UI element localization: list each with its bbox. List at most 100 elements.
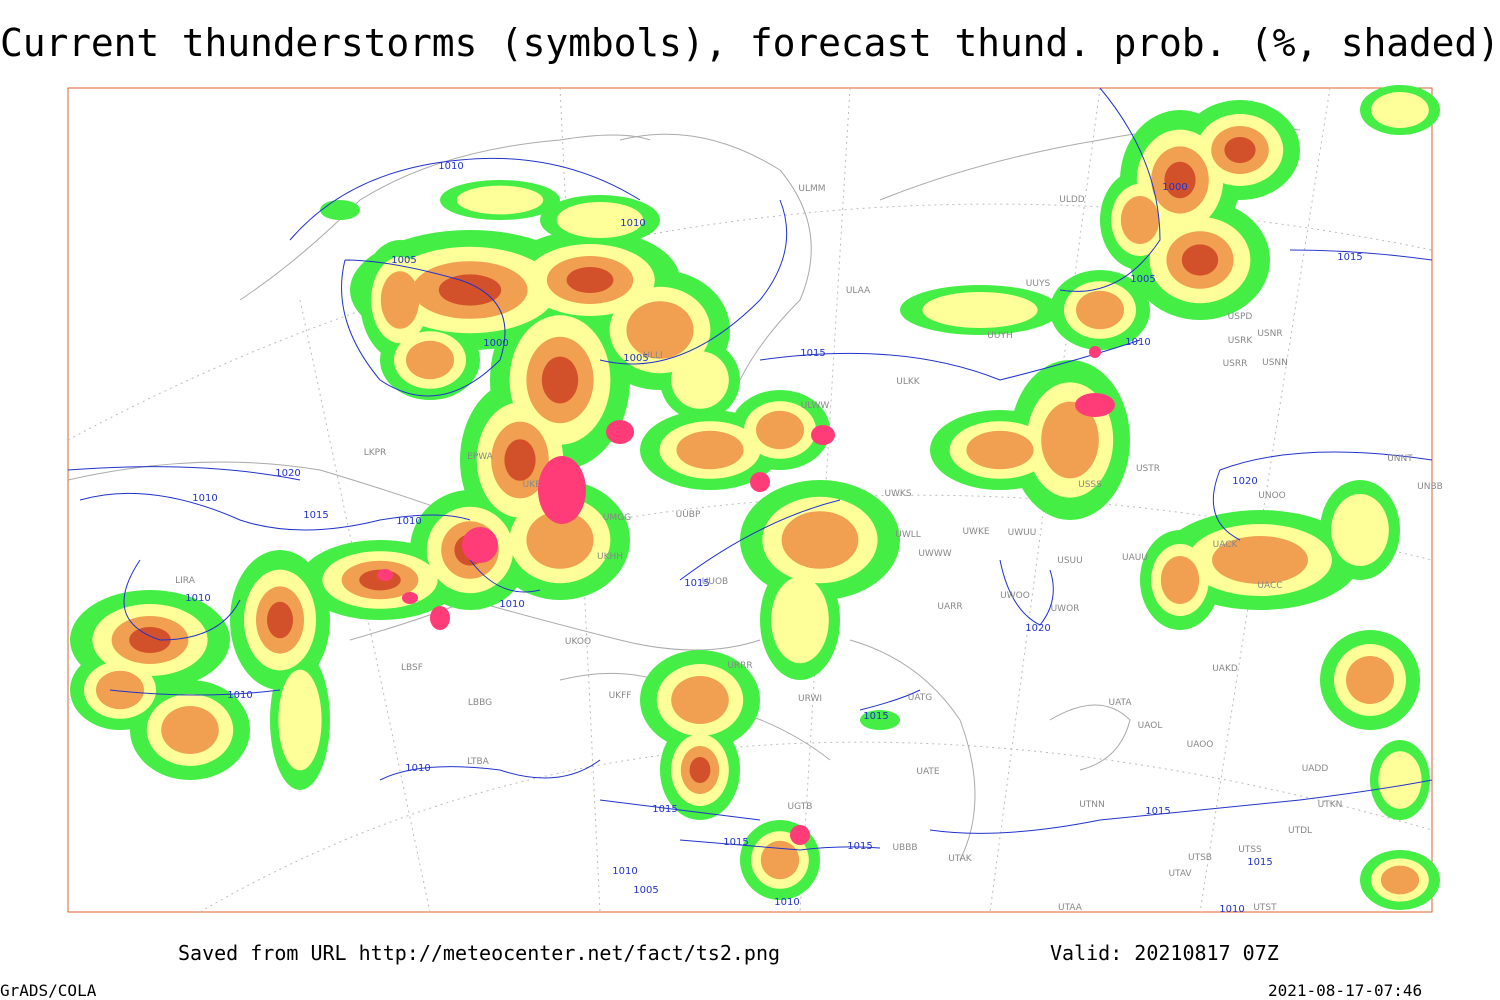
station-code: UWKE	[962, 527, 989, 537]
station-code: ULMM	[798, 184, 825, 194]
probability-shade	[541, 356, 579, 404]
station-code: UNOO	[1258, 491, 1286, 501]
probability-shade	[1076, 290, 1124, 330]
isobar-label: 1005	[633, 885, 658, 896]
station-code: UACK	[1213, 540, 1239, 550]
probability-shade	[626, 301, 694, 359]
probability-shade	[1041, 401, 1099, 479]
station-code: USNN	[1262, 358, 1288, 368]
isobar-label: 1010	[620, 218, 645, 229]
isobar-label: 1015	[863, 711, 888, 722]
probability-shade	[756, 410, 804, 450]
isobar-label: 1020	[1232, 476, 1257, 487]
station-code: UTAV	[1168, 869, 1192, 879]
probability-shade	[320, 200, 360, 220]
station-code: UKFF	[609, 691, 632, 701]
station-code: UWUU	[1008, 528, 1037, 538]
station-code: UWKS	[884, 489, 911, 499]
station-code: UARR	[937, 602, 962, 612]
storm-symbol	[377, 569, 393, 581]
probability-shade	[966, 430, 1034, 470]
isobar-label: 1010	[1219, 904, 1244, 915]
storm-symbol	[750, 472, 770, 492]
station-code: UWLL	[895, 530, 921, 540]
isobar-label: 1015	[303, 510, 328, 521]
station-code: UTST	[1253, 903, 1277, 913]
station-code: UNNT	[1387, 454, 1413, 464]
station-code: UTSB	[1188, 853, 1212, 863]
isobar-label: 1015	[1337, 252, 1362, 263]
probability-shade	[671, 676, 729, 724]
isobar-label: 1010	[405, 763, 430, 774]
probability-shade	[456, 185, 544, 215]
isobar-label: 1000	[1162, 182, 1187, 193]
isobar-label: 1015	[684, 578, 709, 589]
station-code: ULWW	[801, 401, 830, 411]
station-code: UACC	[1257, 581, 1282, 591]
station-code: URRR	[727, 661, 752, 671]
station-code: UKOO	[565, 637, 591, 647]
station-code: UGTB	[788, 802, 813, 812]
station-code: LBSF	[401, 663, 423, 673]
probability-shade	[689, 757, 711, 783]
isobar-label: 1005	[623, 353, 648, 364]
station-code: UAOO	[1187, 740, 1214, 750]
station-code: LIRA	[175, 576, 196, 586]
probability-shade	[556, 202, 644, 238]
station-code: UAOL	[1138, 721, 1163, 731]
probability-shade	[129, 627, 171, 653]
probability-shade	[1164, 161, 1196, 199]
station-code: LBBG	[468, 698, 492, 708]
isobars	[67, 87, 1433, 851]
station-code: USNR	[1257, 329, 1282, 339]
probability-shade	[671, 351, 729, 409]
station-code: UTAK	[948, 854, 973, 864]
storm-symbol	[1075, 393, 1115, 417]
probability-shade	[771, 576, 829, 664]
station-code: UUBP	[676, 510, 701, 520]
probability-shade	[1120, 196, 1160, 244]
isobar-label: 1010	[192, 493, 217, 504]
probability-shade	[380, 271, 420, 329]
station-code: UWOO	[1000, 591, 1030, 601]
probability-shade	[1160, 556, 1200, 604]
station-code: USPD	[1228, 312, 1253, 322]
storm-symbol	[402, 592, 418, 604]
isobar-label: 1015	[800, 348, 825, 359]
storm-symbol	[538, 456, 586, 524]
station-code: USSS	[1078, 480, 1102, 490]
station-code: UTSS	[1238, 845, 1262, 855]
station-code: LKPR	[364, 448, 387, 458]
station-code: UBBB	[892, 843, 917, 853]
timestamp: 2021-08-17-07:46	[1268, 981, 1422, 1000]
station-code: UATA	[1108, 698, 1132, 708]
probability-shade	[526, 511, 594, 569]
isobar-label: 1005	[1130, 274, 1155, 285]
isobar-label: 1000	[483, 338, 508, 349]
station-code: USRK	[1228, 336, 1254, 346]
storm-symbol	[430, 606, 450, 630]
station-code: USTR	[1136, 464, 1160, 474]
probability-shade	[278, 669, 322, 771]
isobar-label: 1010	[185, 593, 210, 604]
probability-shade	[161, 706, 219, 754]
station-code: UKBB	[523, 480, 548, 490]
probability-shade	[676, 430, 744, 470]
source-url: Saved from URL http://meteocenter.net/fa…	[178, 941, 780, 965]
station-code: UTAA	[1058, 903, 1083, 913]
probability-shade	[96, 670, 144, 710]
isobar-label: 1005	[391, 255, 416, 266]
station-code: ULKK	[896, 377, 921, 387]
station-code: UWWW	[918, 549, 951, 559]
isobar-label: 1015	[723, 837, 748, 848]
probability-shade	[922, 292, 1038, 328]
probability-shade	[1346, 656, 1394, 704]
storm-symbol	[790, 825, 810, 845]
station-code: ULDD	[1059, 195, 1085, 205]
isobar-label: 1020	[275, 468, 300, 479]
station-code: ULAA	[846, 286, 871, 296]
station-code: UATG	[908, 693, 933, 703]
probability-shade	[1371, 92, 1429, 128]
probability-shade	[1181, 244, 1219, 276]
